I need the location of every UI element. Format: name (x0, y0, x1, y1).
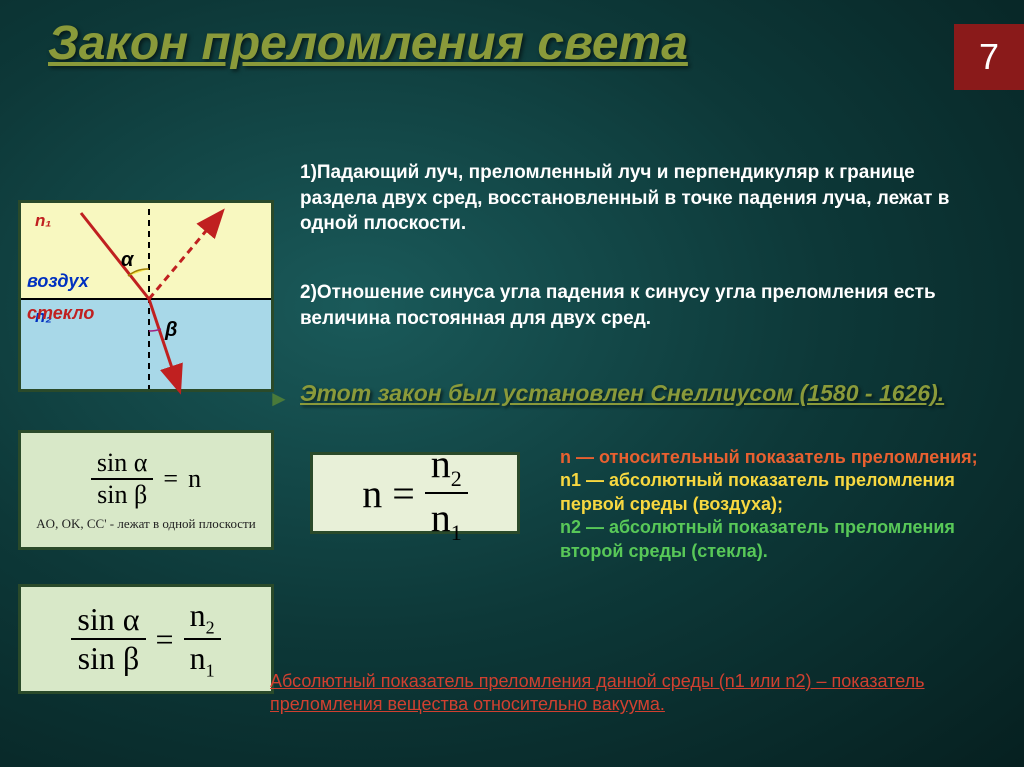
equals-sign: = (163, 464, 178, 494)
formula-n-ratio: n = n2 n1 (310, 452, 520, 534)
refraction-diagram: n₁ n₂ воздух стекло α β (18, 200, 274, 392)
f2-num: n (431, 441, 451, 486)
snellius-note: Этот закон был установлен Снеллиусом (15… (300, 380, 960, 407)
f3-rden-sub: 1 (206, 660, 215, 680)
f2-num-sub: 2 (451, 466, 462, 491)
diagram-alpha-label: α (121, 249, 133, 272)
legend-n2: n2 — абсолютный показатель преломления в… (560, 516, 990, 563)
f1-denominator: sin β (91, 480, 153, 510)
diagram-rays (21, 203, 277, 395)
f3-rnum-sub: 2 (206, 617, 215, 637)
absolute-index-note: Абсолютный показатель преломления данной… (270, 670, 970, 717)
f2-den-sub: 1 (451, 520, 462, 545)
formula-sin-ratio: sin α sin β = n AO, OK, CC' - лежат в од… (18, 430, 274, 550)
legend-block: n — относительный показатель преломления… (560, 446, 990, 563)
f2-den: n (431, 495, 451, 540)
law-point-1: 1)Падающий луч, преломленный луч и перпе… (300, 160, 960, 237)
f1-numerator: sin α (91, 448, 153, 480)
f3-den: sin β (72, 640, 146, 677)
formula-combined: sin α sin β = n2 n1 (18, 584, 274, 694)
f2-lhs: n (362, 470, 382, 517)
diagram-beta-label: β (165, 319, 177, 342)
f1-note: AO, OK, CC' - лежат в одной плоскости (36, 516, 255, 532)
equals-sign: = (392, 470, 415, 517)
diagram-n1-label: n₁ (35, 211, 51, 231)
f3-num: sin α (71, 601, 145, 640)
f1-rhs: n (188, 464, 201, 494)
diagram-air-label: воздух (27, 271, 89, 292)
page-number-badge: 7 (954, 24, 1024, 90)
legend-n: n — относительный показатель преломления… (560, 446, 990, 469)
law-point-2: 2)Отношение синуса угла падения к синусу… (300, 280, 960, 331)
f3-rnum: n (190, 597, 206, 633)
equals-sign: = (156, 621, 174, 658)
f3-rden: n (190, 640, 206, 676)
diagram-glass-label: стекло (27, 303, 94, 324)
legend-n1: n1 — абсолютный показатель преломления п… (560, 469, 990, 516)
page-title: Закон преломления света (48, 18, 688, 71)
